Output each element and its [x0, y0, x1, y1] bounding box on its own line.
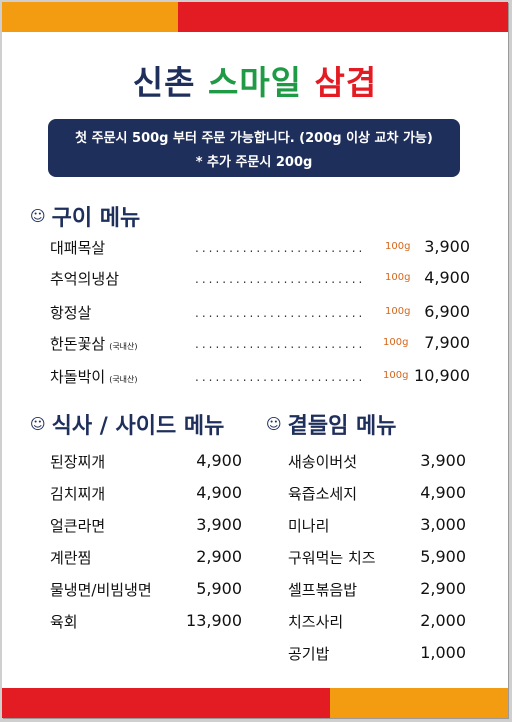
grill-item-origin-note: (국내산) — [109, 375, 138, 384]
meal-item: 된장찌개 4,900 — [50, 451, 242, 473]
side-item-price: 1,000 — [420, 643, 466, 662]
grill-item-name: 한돈꽃삼 (국내산) — [50, 333, 138, 354]
dot-leader: .............................. — [195, 306, 363, 320]
side-item-name: 새송이버섯 — [288, 453, 358, 471]
grill-item-gram: 100g — [385, 306, 411, 317]
dot-leader: .............................. — [195, 370, 363, 384]
meal-item-price: 2,900 — [196, 547, 242, 566]
grill-item-name: 항정살 — [50, 304, 92, 322]
grill-item: 차돌박이(국내산) ..............................… — [50, 366, 470, 388]
side-item: 셀프볶음밥 2,900 — [288, 579, 466, 601]
page-title: 신촌 스마일 삼겹 — [2, 56, 508, 104]
dot-leader: .............................. — [195, 241, 363, 255]
side-item-price: 4,900 — [420, 483, 466, 502]
side-item-name: 공기밥 — [288, 645, 330, 663]
side-item: 새송이버섯 3,900 — [288, 451, 466, 473]
side-item-price: 3,900 — [420, 451, 466, 470]
grill-menu-heading: ☺ 구이 메뉴 — [30, 200, 140, 232]
grill-item: 대패목살 .............................. 100g… — [50, 237, 470, 259]
side-item: 구워먹는 치즈 5,900 — [288, 547, 466, 569]
meal-item-name: 얼큰라면 — [50, 517, 106, 535]
meal-item: 얼큰라면 3,900 — [50, 515, 242, 537]
meal-menu-heading: ☺ 식사 / 사이드 메뉴 — [30, 408, 224, 440]
side-item: 미나리 3,000 — [288, 515, 466, 537]
meal-item-price: 4,900 — [196, 483, 242, 502]
side-item: 치즈사리 2,000 — [288, 611, 466, 633]
meal-item-price: 5,900 — [196, 579, 242, 598]
side-item: 공기밥 1,000 — [288, 643, 466, 665]
side-item-name: 치즈사리 — [288, 613, 344, 631]
grill-item-origin-note: (국내산) — [109, 342, 138, 351]
top-band-yellow — [2, 2, 178, 32]
grill-item: 한돈꽃삼(국내산) ..............................… — [50, 333, 470, 355]
side-item-price: 3,000 — [420, 515, 466, 534]
smile-icon: ☺ — [30, 415, 46, 433]
grill-item-gram: 100g — [383, 370, 409, 381]
meal-item: 김치찌개 4,900 — [50, 483, 242, 505]
side-item-name: 셀프볶음밥 — [288, 581, 358, 599]
meal-item: 물냉면/비빔냉면 5,900 — [50, 579, 242, 601]
grill-item-name: 차돌박이 (국내산) — [50, 366, 138, 387]
grill-item-name-text: 한돈꽃삼 — [50, 335, 106, 353]
side-item-name: 구워먹는 치즈 — [288, 549, 376, 567]
meal-item: 육회 13,900 — [50, 611, 242, 633]
meal-item-price: 13,900 — [186, 611, 242, 630]
grill-item-name: 추억의냉삼 — [50, 270, 120, 288]
grill-item-gram: 100g — [383, 337, 409, 348]
side-item-name: 미나리 — [288, 517, 330, 535]
top-band-red — [178, 2, 508, 32]
meal-item-name: 김치찌개 — [50, 485, 106, 503]
meal-item-price: 4,900 — [196, 451, 242, 470]
bottom-band-yellow — [330, 688, 508, 718]
bottom-color-band — [2, 688, 508, 718]
smile-icon: ☺ — [30, 207, 46, 225]
notice-line-2: * 추가 주문시 200g — [195, 154, 313, 170]
grill-item-gram: 100g — [385, 241, 411, 252]
side-item: 육즙소세지 4,900 — [288, 483, 466, 505]
grill-item: 항정살 .............................. 100g … — [50, 302, 470, 324]
dot-leader: .............................. — [195, 337, 363, 351]
meal-item-name: 육회 — [50, 613, 78, 631]
grill-heading-text: 구이 메뉴 — [51, 206, 141, 231]
side-item-price: 2,900 — [420, 579, 466, 598]
side-menu-heading: ☺ 곁들임 메뉴 — [266, 408, 397, 440]
title-part-samgyeop: 삼겹 — [314, 63, 378, 102]
notice-line-1: 첫 주문시 500g 부터 주문 가능합니다. (200g 이상 교차 가능) — [75, 130, 433, 146]
grill-item-price: 6,900 — [424, 302, 470, 321]
grill-item-price: 4,900 — [424, 268, 470, 287]
meal-item-name: 된장찌개 — [50, 453, 106, 471]
meal-item-name: 계란찜 — [50, 549, 92, 567]
side-item-price: 5,900 — [420, 547, 466, 566]
grill-item: 추억의냉삼 .............................. 100… — [50, 268, 470, 290]
grill-item-price: 3,900 — [424, 237, 470, 256]
grill-item-gram: 100g — [385, 272, 411, 283]
grill-item-price: 7,900 — [424, 333, 470, 352]
title-part-sinchon: 신촌 — [132, 63, 196, 102]
dot-leader: .............................. — [195, 272, 363, 286]
meal-item-name: 물냉면/비빔냉면 — [50, 581, 152, 599]
grill-item-price: 10,900 — [414, 366, 470, 385]
smile-icon: ☺ — [266, 415, 282, 433]
side-heading-text: 곁들임 메뉴 — [287, 414, 397, 439]
meal-item: 계란찜 2,900 — [50, 547, 242, 569]
side-item-price: 2,000 — [420, 611, 466, 630]
grill-item-name-text: 차돌박이 — [50, 368, 106, 386]
side-item-name: 육즙소세지 — [288, 485, 358, 503]
meal-heading-text: 식사 / 사이드 메뉴 — [51, 414, 225, 439]
meal-item-price: 3,900 — [196, 515, 242, 534]
title-part-smile: 스마일 — [207, 63, 303, 102]
grill-item-name: 대패목살 — [50, 239, 106, 257]
top-color-band — [2, 2, 508, 32]
order-notice-box: 첫 주문시 500g 부터 주문 가능합니다. (200g 이상 교차 가능) … — [48, 119, 460, 177]
bottom-band-red — [2, 688, 330, 718]
